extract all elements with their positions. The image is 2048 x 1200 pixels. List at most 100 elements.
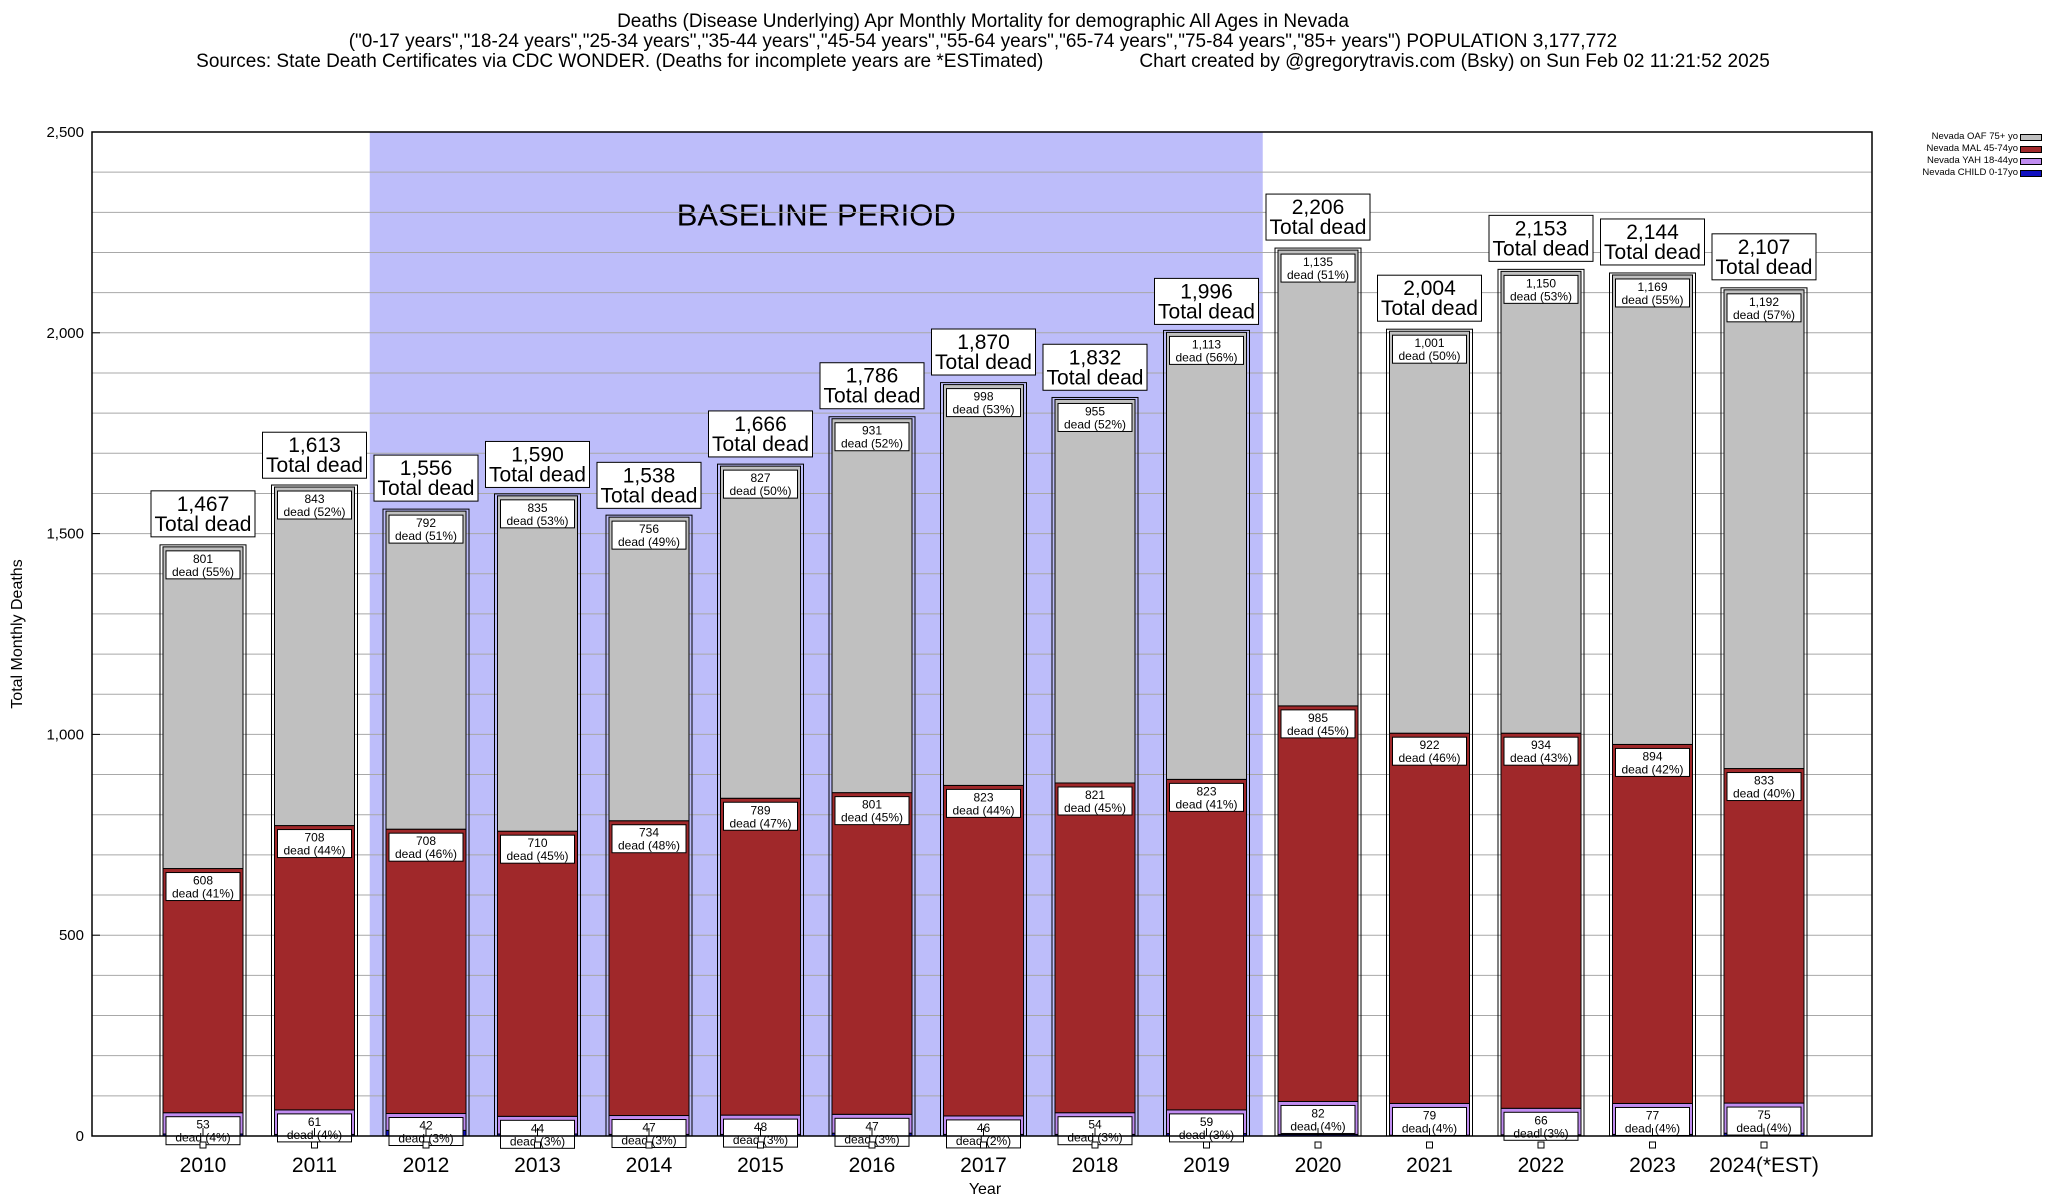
total-label-box bbox=[1488, 214, 1594, 262]
bar-segment bbox=[385, 510, 467, 830]
total-value-label: 1,538 bbox=[623, 464, 676, 487]
segment-label-box bbox=[388, 514, 464, 544]
bar-segment bbox=[1723, 289, 1805, 770]
segment-percent-label: dead (53%) bbox=[1510, 289, 1572, 303]
bar-segment bbox=[720, 465, 801, 799]
bar-segment bbox=[608, 516, 690, 822]
bar-segment bbox=[831, 418, 913, 794]
x-tick-label: 2012 bbox=[403, 1154, 450, 1177]
total-value-label: 1,613 bbox=[288, 434, 341, 457]
segment-percent-label: dead (45%) bbox=[1287, 724, 1349, 738]
segment-value-label: 998 bbox=[973, 390, 993, 404]
total-suffix-label: Total dead bbox=[378, 477, 475, 500]
segment-value-label: 47 bbox=[865, 1119, 879, 1133]
segment-value-label: 801 bbox=[862, 798, 882, 812]
y-tick-label: 1,000 bbox=[46, 726, 84, 743]
segment-label-box bbox=[1057, 786, 1133, 816]
total-label-box bbox=[708, 410, 813, 458]
total-suffix-label: Total dead bbox=[1604, 241, 1701, 264]
segment-value-label: 66 bbox=[1534, 1113, 1548, 1127]
total-value-label: 2,144 bbox=[1626, 221, 1679, 244]
legend-label: Nevada YAH 18-44yo bbox=[1926, 155, 2018, 166]
segment-value-label: 1,113 bbox=[1192, 337, 1221, 351]
total-suffix-label: Total dead bbox=[489, 463, 586, 486]
x-axis-label: Year bbox=[969, 1181, 1002, 1198]
segment-value-label: 1,001 bbox=[1414, 336, 1444, 350]
total-label-box bbox=[1711, 233, 1817, 281]
segment-value-label: 61 bbox=[308, 1115, 322, 1129]
child-marker bbox=[757, 1141, 764, 1149]
bar-segment bbox=[497, 830, 578, 1117]
segment-percent-label: dead (45%) bbox=[1064, 801, 1126, 815]
total-label-box bbox=[1265, 193, 1371, 241]
segment-value-label: 922 bbox=[1419, 738, 1439, 752]
segment-label-box bbox=[946, 388, 1021, 418]
bar-segment bbox=[1723, 768, 1805, 1104]
total-suffix-label: Total dead bbox=[1270, 216, 1367, 239]
legend-swatch bbox=[2020, 134, 2042, 141]
segment-value-label: 894 bbox=[1642, 749, 1662, 763]
baseline-period-label: BASELINE PERIOD bbox=[677, 198, 956, 233]
total-suffix-label: Total dead bbox=[935, 351, 1032, 374]
segment-value-label: 47 bbox=[642, 1121, 656, 1135]
segment-value-label: 1,135 bbox=[1303, 255, 1333, 269]
segment-percent-label: dead (49%) bbox=[618, 535, 680, 549]
segment-value-label: 821 bbox=[1085, 788, 1105, 802]
total-value-label: 2,206 bbox=[1292, 196, 1345, 219]
bar-segment bbox=[943, 384, 1024, 786]
segment-percent-label: dead (53%) bbox=[952, 403, 1014, 417]
segment-label-box bbox=[1615, 747, 1690, 777]
total-label-box bbox=[150, 490, 256, 538]
total-label-box bbox=[1600, 218, 1705, 266]
segment-value-label: 843 bbox=[304, 492, 324, 506]
segment-percent-label: dead (2%) bbox=[956, 1134, 1011, 1148]
bar-segment bbox=[274, 825, 355, 1111]
child-marker bbox=[534, 1141, 541, 1149]
x-tick-label: 2021 bbox=[1406, 1154, 1453, 1177]
total-suffix-label: Total dead bbox=[155, 513, 252, 536]
bar-segment bbox=[1612, 743, 1693, 1104]
x-tick-label: 2014 bbox=[626, 1154, 673, 1177]
total-suffix-label: Total dead bbox=[266, 454, 363, 477]
total-label-box bbox=[485, 440, 590, 488]
segment-label-box bbox=[1392, 334, 1467, 364]
x-tick-label: 2023 bbox=[1629, 1154, 1676, 1177]
legend-swatch bbox=[2020, 158, 2042, 165]
legend-item: Nevada OAF 75+ yo bbox=[1838, 131, 2046, 143]
bar-segment bbox=[385, 828, 467, 1115]
segment-label-box bbox=[1169, 335, 1244, 365]
segment-label-box bbox=[1057, 402, 1133, 432]
segment-value-label: 931 bbox=[862, 424, 882, 438]
segment-value-label: 710 bbox=[527, 836, 547, 850]
segment-value-label: 59 bbox=[1200, 1115, 1214, 1129]
segment-value-label: 82 bbox=[1311, 1106, 1325, 1120]
title-line-3-right: Chart created by @gregorytravis.com (Bsk… bbox=[1139, 51, 1770, 72]
segment-percent-label: dead (43%) bbox=[1510, 751, 1572, 765]
segment-label-box bbox=[723, 469, 798, 499]
child-marker bbox=[645, 1141, 653, 1149]
total-value-label: 1,786 bbox=[846, 365, 899, 388]
total-suffix-label: Total dead bbox=[1716, 256, 1813, 279]
segment-label-box bbox=[946, 788, 1021, 818]
segment-percent-label: dead (3%) bbox=[510, 1134, 565, 1148]
segment-value-label: 823 bbox=[1196, 784, 1216, 798]
segment-value-label: 985 bbox=[1308, 711, 1328, 725]
x-tick-label: 2020 bbox=[1295, 1154, 1342, 1177]
segment-percent-label: dead (55%) bbox=[172, 565, 234, 579]
y-tick-label: 0 bbox=[76, 1128, 84, 1145]
segment-value-label: 734 bbox=[639, 826, 659, 840]
segment-value-label: 708 bbox=[304, 831, 324, 845]
segment-value-label: 1,192 bbox=[1749, 295, 1779, 309]
segment-percent-label: dead (53%) bbox=[506, 514, 568, 528]
segment-value-label: 792 bbox=[416, 516, 436, 530]
total-label-box bbox=[1154, 277, 1259, 325]
segment-label-box bbox=[1726, 772, 1802, 802]
legend-item: Nevada CHILD 0-17yo bbox=[1838, 167, 2046, 179]
segment-label-box bbox=[723, 801, 798, 831]
total-label-box bbox=[819, 362, 925, 410]
segment-percent-label: dead (52%) bbox=[841, 437, 903, 451]
total-value-label: 1,556 bbox=[400, 457, 453, 480]
segment-percent-label: dead (55%) bbox=[1621, 293, 1683, 307]
segment-label-box bbox=[611, 824, 687, 854]
segment-label-box bbox=[277, 1113, 352, 1143]
